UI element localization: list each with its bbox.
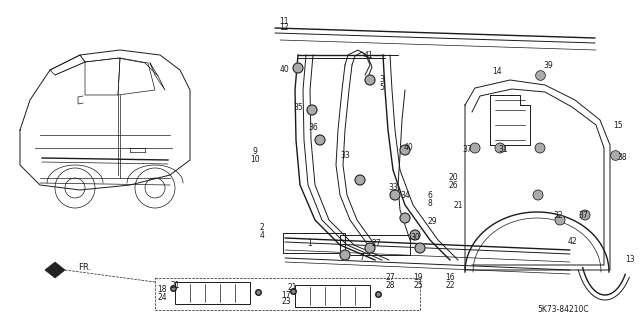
FancyBboxPatch shape xyxy=(175,282,250,304)
Text: 17: 17 xyxy=(281,291,291,300)
Circle shape xyxy=(340,250,350,260)
Text: 31: 31 xyxy=(498,145,508,154)
Circle shape xyxy=(400,213,410,223)
Text: 2: 2 xyxy=(260,224,264,233)
Text: 22: 22 xyxy=(445,280,455,290)
Text: 7: 7 xyxy=(360,254,364,263)
Circle shape xyxy=(495,143,505,153)
Text: 27: 27 xyxy=(385,273,395,283)
Text: 3: 3 xyxy=(380,76,385,85)
Polygon shape xyxy=(45,262,65,278)
Text: 40: 40 xyxy=(280,65,290,75)
Circle shape xyxy=(555,215,565,225)
Circle shape xyxy=(535,143,545,153)
Text: 37: 37 xyxy=(462,145,472,154)
Text: 21: 21 xyxy=(287,284,297,293)
Text: 21: 21 xyxy=(453,201,463,210)
Text: 33: 33 xyxy=(388,182,398,191)
Circle shape xyxy=(580,210,590,220)
Text: 10: 10 xyxy=(250,155,260,165)
Text: 33: 33 xyxy=(340,151,350,160)
Circle shape xyxy=(533,190,543,200)
Text: 35: 35 xyxy=(293,103,303,113)
Text: 39: 39 xyxy=(543,61,553,70)
Text: 37: 37 xyxy=(578,211,588,219)
Circle shape xyxy=(365,243,375,253)
Circle shape xyxy=(400,145,410,155)
Text: 5K73-84210C: 5K73-84210C xyxy=(537,306,589,315)
Text: 18: 18 xyxy=(157,286,167,294)
Circle shape xyxy=(415,243,425,253)
Text: 28: 28 xyxy=(385,280,395,290)
Text: 32: 32 xyxy=(553,211,563,219)
Text: 16: 16 xyxy=(445,273,455,283)
Text: 1: 1 xyxy=(308,239,312,248)
Text: 21: 21 xyxy=(170,280,180,290)
Text: 11: 11 xyxy=(279,18,289,26)
Text: 26: 26 xyxy=(448,181,458,189)
Text: 29: 29 xyxy=(427,218,437,226)
Text: 14: 14 xyxy=(492,68,502,77)
Circle shape xyxy=(315,135,325,145)
Text: 20: 20 xyxy=(448,174,458,182)
Text: 34: 34 xyxy=(400,190,410,199)
Circle shape xyxy=(410,230,420,240)
Text: 8: 8 xyxy=(428,198,433,207)
Text: 15: 15 xyxy=(613,121,623,130)
Text: 25: 25 xyxy=(413,280,423,290)
Text: 23: 23 xyxy=(281,298,291,307)
Text: 9: 9 xyxy=(253,147,257,157)
Circle shape xyxy=(355,175,365,185)
Text: 12: 12 xyxy=(279,23,289,32)
Text: 41: 41 xyxy=(363,50,373,60)
Text: 36: 36 xyxy=(308,123,318,132)
Text: 30: 30 xyxy=(410,234,420,242)
Text: 40: 40 xyxy=(403,144,413,152)
Circle shape xyxy=(365,75,375,85)
Text: FR.: FR. xyxy=(78,263,91,272)
Circle shape xyxy=(293,63,303,73)
Text: 38: 38 xyxy=(617,153,627,162)
Circle shape xyxy=(470,143,480,153)
Text: 19: 19 xyxy=(413,273,423,283)
Text: 6: 6 xyxy=(428,190,433,199)
FancyBboxPatch shape xyxy=(295,285,370,307)
Text: 13: 13 xyxy=(625,256,635,264)
Circle shape xyxy=(390,190,400,200)
Text: 24: 24 xyxy=(157,293,167,301)
Text: 5: 5 xyxy=(380,83,385,92)
Text: 27: 27 xyxy=(371,239,381,248)
Circle shape xyxy=(307,105,317,115)
Text: 42: 42 xyxy=(567,238,577,247)
Text: 4: 4 xyxy=(260,231,264,240)
